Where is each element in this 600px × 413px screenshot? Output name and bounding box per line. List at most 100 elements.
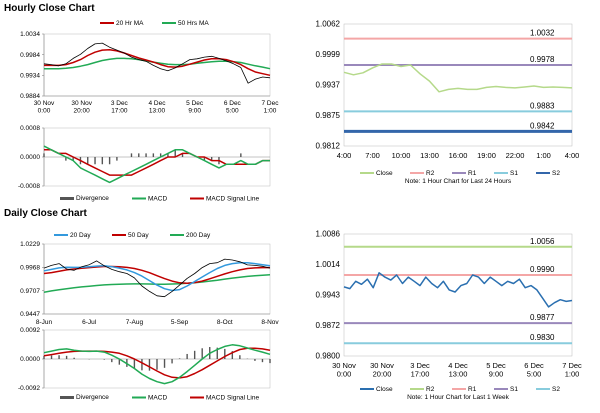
y-tick-label: 0.9984	[20, 52, 40, 59]
y-tick-label: 0.0008	[20, 125, 40, 132]
y-tick-label: 0.9934	[20, 73, 40, 80]
legend-label: 20 Day	[70, 232, 91, 239]
y-tick-label: 0.9872	[316, 321, 341, 330]
legend-label: MACD Signal Line	[206, 395, 259, 402]
y-tick-label: -0.0092	[18, 385, 40, 392]
x-tick-label: 7 Dec 1:00	[562, 361, 582, 379]
level-label-r1: 0.9978	[530, 55, 555, 64]
y-tick-label: -0.0008	[18, 183, 40, 190]
legend-label: S1	[510, 386, 518, 393]
ma20-line	[43, 261, 271, 292]
x-tick-label: 16:00	[449, 151, 468, 160]
y-tick-label: 0.9999	[316, 50, 341, 59]
hourly-price-chart: 20 Hr MA 50 Hrs MA 1.0034 0.9984 0.9934 0.988…	[20, 20, 280, 115]
close-line	[343, 272, 573, 308]
legend-label: MACD Signal Line	[206, 196, 259, 203]
legend-label: S1	[510, 170, 518, 177]
y-tick-label: 0.9447	[20, 311, 40, 318]
legend-label: Close	[376, 170, 393, 177]
y-tick-label: 0.9707	[20, 288, 40, 295]
legend-label: S2	[552, 386, 560, 393]
level-label-r1: 0.9990	[530, 265, 555, 274]
y-tick-label: 0.9800	[316, 352, 341, 361]
y-tick-label: 0.9812	[316, 142, 341, 151]
y-tick-label: 1.0034	[20, 31, 40, 38]
x-tick-label: 3 Dec 17:00	[410, 361, 430, 379]
y-tick-label: 0.0000	[20, 356, 40, 363]
level-label-s1: 0.9877	[530, 313, 555, 322]
daily-section-title: Daily Close Chart	[4, 208, 87, 219]
x-tick-label: 5-Sep	[171, 319, 189, 326]
x-tick-label: 3 Dec 17:00	[111, 100, 129, 115]
x-tick-label: 6 Dec 5:00	[524, 361, 544, 379]
legend-label: Divergence	[76, 195, 109, 202]
y-tick-label: 1.0086	[316, 230, 341, 239]
close-line	[343, 63, 573, 93]
y-tick-label: 0.9937	[316, 81, 341, 90]
legend-label: 50 Day	[128, 232, 149, 239]
hourly-macd-chart: 0.0008 0.0000 -0.0008 Divergence MACD MACD Si…	[18, 125, 271, 203]
legend-label: 50 Hrs MA	[178, 20, 209, 27]
macd-line	[43, 344, 271, 385]
level-label-r2: 1.0056	[530, 237, 555, 246]
level-label-s2: 0.9830	[530, 333, 555, 342]
plot-frame	[43, 243, 271, 315]
x-tick-label: 30 Nov 20:00	[370, 361, 394, 379]
y-tick-label: 0.0000	[20, 154, 40, 161]
y-tick-label: 1.0229	[20, 241, 40, 248]
legend-label: 20 Hr MA	[116, 20, 144, 27]
x-tick-label: 10:00	[392, 151, 411, 160]
ma50-line	[43, 265, 270, 285]
x-tick-label: 1:00	[536, 151, 551, 160]
x-tick-label: 8-Jun	[36, 319, 53, 326]
y-tick-label: 1.0062	[316, 20, 341, 29]
y-tick-label: 1.0014	[316, 260, 341, 269]
chart-note: Note: 1 Hour Chart for Last 1 Week	[407, 394, 510, 401]
x-tick-label: 4 Dec 13:00	[149, 100, 167, 115]
ma200-line	[43, 274, 271, 293]
legend-label: MACD	[148, 395, 167, 402]
x-tick-label: 7 Dec 1:00	[262, 100, 280, 115]
x-tick-label: 22:00	[506, 151, 525, 160]
x-tick-label: 7-Aug	[126, 319, 144, 326]
legend-label: R2	[426, 170, 435, 177]
y-tick-label: 0.9884	[20, 93, 40, 100]
level-label-s2: 0.9842	[530, 121, 555, 130]
daily-macd-chart: 0.0092 0.0000 -0.0092 Divergence MACD MACD Si…	[18, 327, 271, 402]
ma20-line	[44, 48, 271, 77]
x-tick-label: 8-Nov	[261, 319, 279, 326]
legend-label: R2	[426, 386, 435, 393]
x-tick-label: 7:00	[365, 151, 380, 160]
y-tick-label: 0.9943	[316, 291, 341, 300]
price-line	[43, 258, 271, 298]
x-tick-label: 30 Nov 0:00	[332, 361, 356, 379]
hourly-24h-chart: 1.0062 0.9999 0.9937 0.9875 0.9812 1.0032 0.99…	[316, 20, 580, 186]
y-tick-label: 0.9968	[20, 265, 40, 272]
legend-label: Close	[376, 386, 393, 393]
legend-label: 200 Day	[186, 232, 211, 239]
plot-frame	[343, 233, 573, 357]
macd-line	[43, 145, 270, 184]
x-tick-label: 4:00	[565, 151, 580, 160]
x-tick-label: 5 Dec 9:00	[486, 361, 506, 379]
legend-label: Divergence	[76, 394, 109, 401]
x-tick-label: 19:00	[477, 151, 496, 160]
hourly-section-title: Hourly Close Chart	[4, 3, 95, 14]
x-tick-label: 4 Dec 13:00	[448, 361, 468, 379]
y-tick-label: 0.0092	[20, 327, 40, 334]
chart-note: Note: 1 Hour Chart for Last 24 Hours	[405, 178, 512, 185]
x-tick-label: 6 Dec 5:00	[224, 100, 242, 115]
legend-swatch	[60, 396, 74, 399]
plot-frame	[343, 23, 573, 147]
x-tick-label: 30 Nov 20:00	[71, 100, 92, 115]
x-tick-label: 4:00	[337, 151, 352, 160]
y-tick-label: 0.9875	[316, 111, 341, 120]
daily-week-chart: 1.0086 1.0014 0.9943 0.9872 0.9800 1.0056 0.99…	[316, 230, 583, 402]
level-label-s1: 0.9883	[530, 101, 555, 110]
daily-price-chart: 20 Day 50 Day 200 Day 1.0229 0.9968 0.9707 0.9…	[20, 232, 279, 326]
x-tick-label: 13:00	[420, 151, 439, 160]
legend-label: MACD	[148, 196, 167, 203]
x-tick-label: 8-Oct	[217, 319, 233, 326]
x-tick-label: 6-Jul	[82, 319, 97, 326]
level-label-r2: 1.0032	[530, 29, 555, 38]
